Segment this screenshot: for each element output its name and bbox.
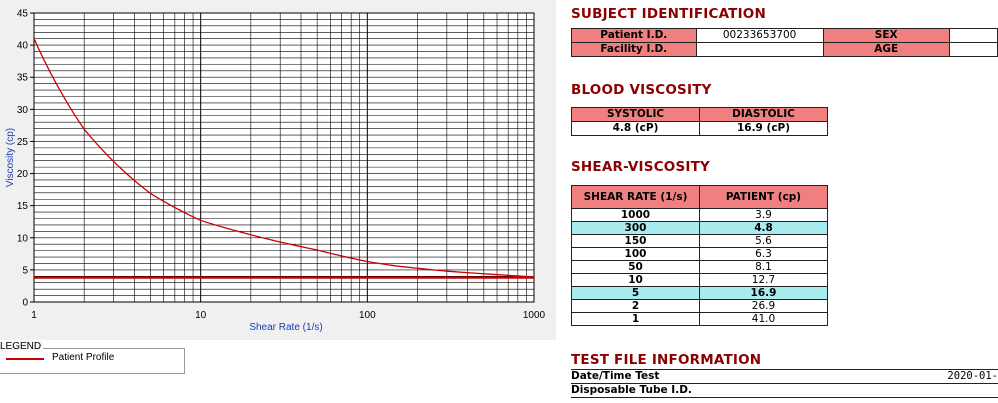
viscosity-chart: 0 5 10 15 20 25 30 35 40 45 1 10 100 1000 Shear Rate (… [5,9,546,334]
table-row: 300 4.8 [571,221,828,235]
sex-value [948,28,998,43]
shear-rate-cell: 50 [571,260,700,274]
systolic-label: SYSTOLIC [571,107,700,122]
x-tick-label: 10 [195,310,207,321]
y-tick-label: 5 [22,265,28,276]
x-axis-title: Shear Rate (1/s) [249,322,322,333]
subject-table: Patient I.D. 00233653700 SEX Facility I.… [571,28,998,57]
x-tick-label: 1 [31,310,37,321]
blood-viscosity-title: BLOOD VISCOSITY [571,82,712,98]
diastolic-value: 16.9 (cP) [699,121,828,136]
x-tick-label: 100 [359,310,376,321]
y-tick-label: 35 [17,73,29,84]
shear-rate-header: SHEAR RATE (1/s) [571,185,700,209]
shear-rate-cell: 300 [571,221,700,235]
viscosity-cell: 5.6 [699,234,828,248]
shear-viscosity-table: SHEAR RATE (1/s) PATIENT (cp) 1000 3.9 3… [571,185,828,326]
y-tick-label: 45 [17,9,29,20]
test-file-table: Date/Time Test 2020-01- Disposable Tube … [571,369,998,398]
systolic-value: 4.8 (cP) [571,121,700,136]
y-tick-label: 30 [17,105,29,116]
y-tick-label: 20 [17,169,29,180]
shear-rate-cell: 5 [571,286,700,300]
facility-id-label: Facility I.D. [571,42,697,57]
legend-swatch [6,358,44,360]
date-time-value: 2020-01- [829,369,998,384]
plot-area [33,12,535,303]
tube-id-value [829,383,998,398]
table-row: 5 16.9 [571,286,828,300]
diastolic-label: DIASTOLIC [699,107,828,122]
facility-id-value [695,42,824,57]
subject-title: SUBJECT IDENTIFICATION [571,6,766,22]
y-tick-label: 25 [17,137,29,148]
patient-id-value: 00233653700 [695,28,824,43]
viscosity-cell: 26.9 [699,299,828,313]
viscosity-cell: 12.7 [699,273,828,287]
shear-rate-cell: 100 [571,247,700,261]
sex-label: SEX [822,28,950,43]
viscosity-cell: 6.3 [699,247,828,261]
age-value [948,42,998,57]
legend-entry-patient-profile: Patient Profile [52,352,115,363]
y-axis-title: Viscosity (cp) [5,128,16,187]
y-tick-label: 0 [22,298,28,309]
viscosity-cell: 8.1 [699,260,828,274]
shear-viscosity-title: SHEAR-VISCOSITY [571,159,711,175]
series-line-patient-profile [33,38,535,278]
table-row: 10 12.7 [571,273,828,287]
table-row: 100 6.3 [571,247,828,261]
tube-id-label: Disposable Tube I.D. [571,383,829,398]
shear-rate-cell: 2 [571,299,700,313]
chart-panel: 0 5 10 15 20 25 30 35 40 45 1 10 100 1000 Shear Rate (… [0,0,556,340]
y-tick-label: 40 [17,41,29,52]
shear-rate-cell: 150 [571,234,700,248]
viscosity-cell: 3.9 [699,208,828,222]
x-tick-label: 1000 [523,310,546,321]
table-row: 1000 3.9 [571,208,828,222]
table-row: 150 5.6 [571,234,828,248]
table-row: 1 41.0 [571,312,828,326]
blood-viscosity-table: SYSTOLIC DIASTOLIC 4.8 (cP) 16.9 (cP) [571,107,828,136]
patient-cp-header: PATIENT (cp) [699,185,828,209]
viscosity-cell: 16.9 [699,286,828,300]
legend-title: LEGEND [0,341,44,352]
shear-rate-cell: 1000 [571,208,700,222]
legend-box [0,348,185,374]
date-time-label: Date/Time Test [571,369,829,384]
age-label: AGE [822,42,950,57]
viscosity-cell: 4.8 [699,221,828,235]
patient-id-label: Patient I.D. [571,28,697,43]
shear-rate-cell: 1 [571,312,700,326]
viscosity-cell: 41.0 [699,312,828,326]
y-tick-label: 10 [17,233,29,244]
y-tick-label: 15 [17,201,29,212]
shear-rate-cell: 10 [571,273,700,287]
test-file-title: TEST FILE INFORMATION [571,352,762,368]
table-row: 50 8.1 [571,260,828,274]
table-row: 2 26.9 [571,299,828,313]
